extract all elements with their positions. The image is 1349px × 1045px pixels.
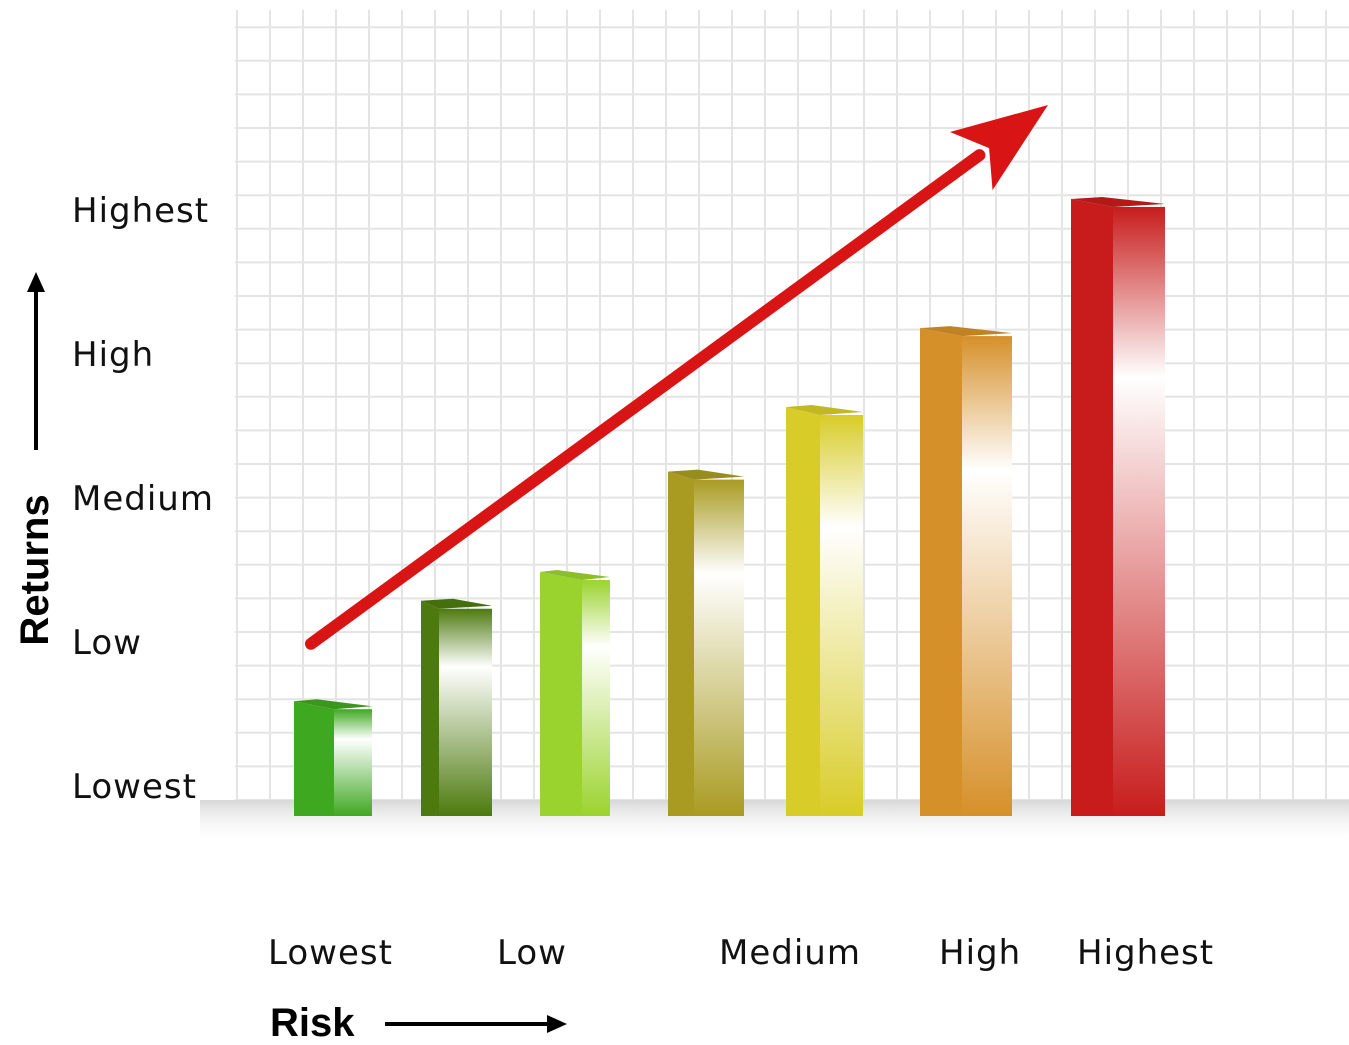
y-axis-up-arrow-icon <box>27 272 45 450</box>
bar <box>540 570 610 816</box>
trend-arrow-head-icon <box>950 105 1048 191</box>
bar-top <box>294 699 372 710</box>
bar-top <box>668 469 744 480</box>
bar-top <box>786 405 863 416</box>
bar <box>668 469 744 816</box>
y-tick-label: Lowest <box>72 767 197 807</box>
bar-top <box>421 598 492 609</box>
bar-side <box>421 600 439 816</box>
y-tick-label: Highest <box>72 191 209 231</box>
x-axis-tick-labels: Lowest Low Medium High Highest <box>268 933 1214 973</box>
bar <box>920 326 1012 816</box>
bar-front <box>439 608 492 816</box>
bar <box>421 598 492 816</box>
bar-side <box>294 701 334 816</box>
x-axis-right-arrow-icon <box>385 1015 567 1033</box>
x-tick-label: High <box>939 933 1021 973</box>
x-tick-label: Low <box>497 933 567 973</box>
bar <box>1071 196 1165 816</box>
trend-arrow <box>305 105 1048 650</box>
bar-front <box>820 415 863 816</box>
trend-arrow-shaft <box>305 149 986 650</box>
bar-front <box>334 709 372 816</box>
x-tick-label: Lowest <box>268 933 393 973</box>
bar-side <box>920 328 962 816</box>
x-axis-title: Risk <box>270 1001 355 1045</box>
bar-front <box>1113 206 1165 816</box>
bar-side <box>668 471 694 816</box>
bar-top <box>540 570 610 581</box>
bar <box>786 405 863 816</box>
bar-front <box>582 580 610 816</box>
bars <box>294 196 1165 816</box>
bar-side <box>1071 198 1113 816</box>
bar-side <box>540 572 582 816</box>
bar-front <box>962 336 1012 816</box>
x-tick-label: Highest <box>1077 933 1214 973</box>
x-tick-label: Medium <box>719 933 861 973</box>
y-axis-title: Returns <box>13 494 57 645</box>
floor-shadow <box>200 800 1349 845</box>
bar-side <box>786 407 820 816</box>
y-tick-label: High <box>72 335 154 375</box>
bar <box>294 699 372 816</box>
bar-front <box>694 479 744 816</box>
y-axis-tick-labels: Lowest Low Medium High Highest <box>72 191 214 807</box>
bar-top <box>1071 196 1165 207</box>
y-tick-label: Medium <box>72 479 214 519</box>
bar-top <box>920 326 1012 337</box>
y-tick-label: Low <box>72 623 142 663</box>
